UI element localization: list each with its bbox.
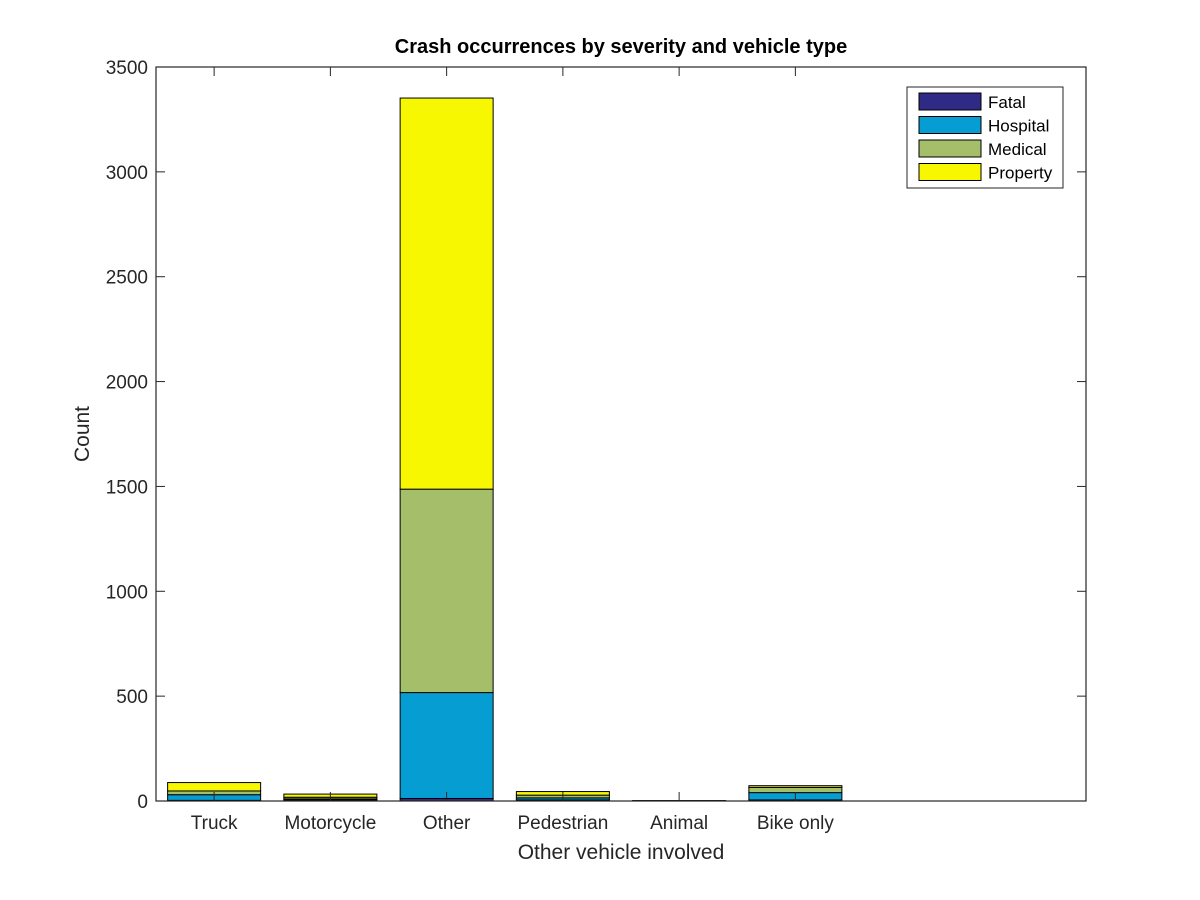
y-axis-label: Count [71,406,94,462]
plot-frame [155,66,1087,802]
y-ticks-group: 0 500 1000 1500 2000 2500 3000 3500 [106,58,1086,813]
legend: Fatal Hospital Medical Property [906,86,1064,189]
y-tick-label: 1000 [106,582,148,603]
x-tick-label: Truck [191,813,238,834]
legend-swatch-property [918,163,982,181]
bars-group [167,97,843,802]
legend-label-hospital: Hospital [988,117,1049,136]
x-tick-label: Animal [650,813,708,834]
y-tick-label: 0 [137,792,148,813]
x-ticks-group: Truck Motorcycle Other Pedestrian Animal Bike… [191,67,835,834]
legend-label-medical: Medical [988,140,1047,159]
plot-area [156,67,1086,801]
y-tick-label: 3000 [106,163,148,184]
legend-label-fatal: Fatal [988,93,1026,112]
bar-hospital-2 [399,692,494,799]
y-tick-label: 1500 [106,477,148,498]
bar-property-2 [399,97,494,490]
legend-swatch-hospital [918,116,982,134]
y-tick-label: 2000 [106,373,148,394]
x-tick-label: Motorcycle [284,813,376,834]
y-tick-label: 3500 [106,58,148,79]
bar-property-0 [167,782,262,792]
x-tick-label: Pedestrian [517,813,608,834]
legend-swatch-medical [918,139,982,158]
legend-label-property: Property [988,164,1053,183]
bar-medical-5 [748,786,843,794]
x-axis-label: Other vehicle involved [518,841,725,864]
x-tick-label: Other [423,813,471,834]
chart-title: Crash occurrences by severity and vehicl… [395,36,847,58]
x-tick-label: Bike only [757,813,835,834]
y-tick-label: 2500 [106,268,148,289]
bar-medical-2 [399,488,494,694]
legend-swatch-fatal [918,92,982,111]
bar-property-5 [748,785,843,788]
y-tick-label: 500 [116,687,148,708]
